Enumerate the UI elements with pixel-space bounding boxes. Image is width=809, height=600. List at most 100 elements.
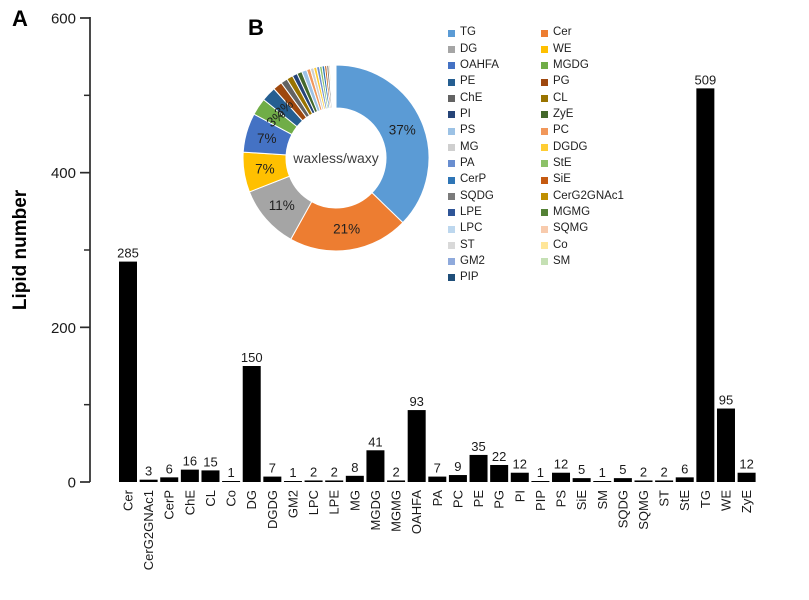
legend-label: PG — [553, 75, 570, 88]
legend-swatch-icon — [541, 143, 548, 151]
bar-WE — [716, 408, 735, 482]
bar-CerP — [160, 477, 179, 482]
y-axis: 0 200 400 600 — [51, 11, 91, 492]
bar-Cer — [119, 261, 137, 482]
bar-Co — [222, 481, 241, 482]
legend-swatch-icon — [448, 29, 455, 37]
bar-value-label: 12 — [513, 457, 527, 472]
x-tick-label: SQMG — [636, 490, 651, 530]
legend-swatch-icon — [541, 192, 548, 200]
legend-swatch-icon — [448, 127, 455, 135]
bar-value-label: 509 — [695, 72, 717, 87]
legend-swatch-icon — [448, 274, 455, 282]
legend-label: OAHFA — [460, 58, 499, 71]
legend-item-PS: PS — [448, 125, 475, 137]
legend-label: DG — [460, 42, 478, 55]
legend-label: TG — [460, 26, 476, 39]
legend-item-CerP: CerP — [448, 174, 486, 186]
x-tick-label: LPE — [327, 490, 342, 515]
bar-SQMG — [634, 480, 653, 482]
bar-value-label: 7 — [434, 461, 441, 476]
legend-label: PI — [460, 107, 471, 120]
x-tick-label: StE — [677, 490, 692, 511]
x-tick-label: LPC — [306, 490, 321, 515]
x-tick-label: PS — [554, 490, 569, 508]
legend-label: LPE — [460, 205, 482, 218]
x-tick-label: PG — [492, 490, 507, 509]
legend-swatch-icon — [541, 176, 548, 184]
legend-item-OAHFA: OAHFA — [448, 58, 499, 72]
y-tick-label: 600 — [51, 11, 76, 28]
legend-label: PC — [553, 124, 569, 137]
x-tick-label: WE — [718, 490, 733, 511]
x-tick-label: Cer — [121, 489, 136, 511]
legend-label: WE — [553, 42, 572, 55]
bar-value-label: 1 — [537, 465, 544, 480]
y-tick-label: 0 — [68, 475, 76, 492]
legend-item-SiE: SiE — [541, 174, 571, 186]
legend-label: CL — [553, 91, 568, 104]
legend-label: SQDG — [460, 189, 494, 202]
x-tick-label: PA — [430, 490, 445, 507]
x-tick-label: MG — [347, 490, 362, 511]
bar-PE — [469, 454, 488, 482]
bar-LPC — [304, 480, 323, 482]
legend-item-CerG2GNAc1: CerG2GNAc1 — [541, 190, 624, 202]
x-tick-label: SiE — [574, 490, 589, 511]
bar-value-label: 2 — [640, 464, 647, 479]
bar-value-label: 7 — [269, 461, 276, 476]
panel-b-label: B — [248, 15, 264, 40]
x-tick-label: PI — [512, 490, 527, 502]
legend-label: SQMG — [553, 222, 589, 235]
bar-value-label: 22 — [492, 449, 506, 464]
x-tick-label: ST — [657, 490, 672, 507]
legend-item-PIP: PIP — [448, 272, 479, 284]
legend-swatch-icon — [448, 143, 455, 151]
bar-SM — [593, 481, 612, 482]
bar-ZyE — [737, 472, 756, 482]
legend-swatch-icon — [448, 258, 455, 266]
bar-value-label: 12 — [739, 457, 753, 472]
legend-swatch-icon — [448, 160, 455, 168]
pie-percent-label: 7% — [257, 131, 277, 146]
bar-value-label: 35 — [471, 439, 485, 454]
x-tick-label: CL — [203, 490, 218, 507]
x-tick-label: SM — [595, 490, 610, 510]
bar-MGMG — [387, 480, 406, 482]
pie-percent-label: 11% — [269, 198, 295, 213]
y-tick-label: 200 — [51, 320, 76, 337]
legend-label: ST — [460, 238, 475, 251]
bar-value-label: 16 — [183, 454, 197, 469]
bar-MGDG — [366, 450, 385, 482]
x-tick-label: OAHFA — [409, 490, 424, 534]
bar-value-label: 8 — [351, 460, 358, 475]
legend-item-LPE: LPE — [448, 205, 482, 219]
x-tick-label: CerP — [162, 490, 177, 520]
bar-value-label: 2 — [661, 464, 668, 479]
bar-value-label: 9 — [454, 459, 461, 474]
legend-swatch-icon — [448, 225, 455, 233]
legend-label: CerP — [460, 173, 487, 186]
bar-value-label: 3 — [145, 464, 152, 479]
bar-GM2 — [283, 481, 302, 482]
x-tick-label: TG — [698, 490, 713, 508]
legend-item-ChE: ChE — [448, 92, 482, 104]
bar-CerG2GNAc1 — [139, 479, 158, 482]
y-axis-title: Lipid number — [10, 189, 31, 310]
legend-item-Cer: Cer — [541, 27, 572, 39]
bar-value-label: 2 — [310, 464, 317, 479]
bar-PA — [428, 476, 447, 482]
legend-swatch-icon — [448, 209, 455, 217]
legend-item-PC: PC — [541, 125, 569, 137]
legend-label: StE — [553, 156, 572, 169]
bar-value-label: 1 — [227, 465, 234, 480]
legend-label: PIP — [460, 271, 479, 284]
legend-label: DGDG — [553, 140, 588, 153]
x-tick-label: DG — [244, 490, 259, 510]
bar-ST — [655, 480, 674, 482]
legend-label: ChE — [460, 91, 483, 104]
x-tick-label: PIP — [533, 490, 548, 511]
y-tick-label: 400 — [51, 165, 76, 182]
